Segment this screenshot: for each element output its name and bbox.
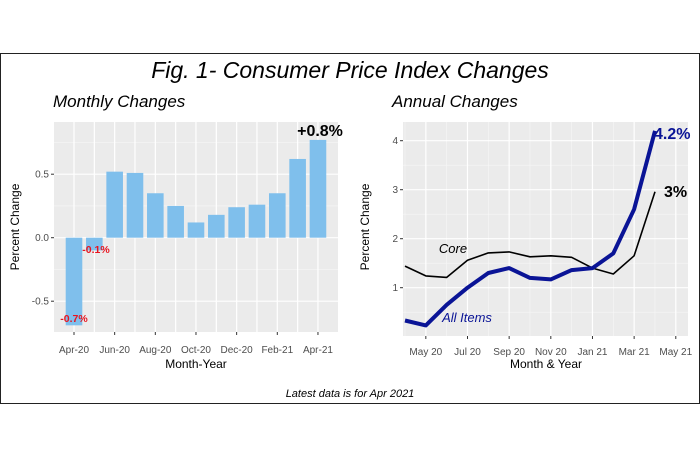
right-y-axis-title: Percent Change bbox=[358, 183, 372, 270]
left-x-tick-label: Oct-20 bbox=[181, 345, 211, 356]
left-x-tick-label: Feb-21 bbox=[261, 345, 293, 356]
right-x-tick-label: Jul 20 bbox=[454, 347, 481, 358]
data-label: -0.7% bbox=[60, 313, 88, 325]
footnote: Latest data is for Apr 2021 bbox=[286, 388, 415, 400]
bar-Mar-21 bbox=[289, 158, 306, 238]
data-label: -0.1% bbox=[82, 244, 110, 256]
series-label-all-items: All Items bbox=[441, 310, 492, 325]
data-label: +0.8% bbox=[297, 123, 343, 140]
right-x-tick-label: Jan 21 bbox=[577, 347, 607, 358]
bar-Feb-21 bbox=[269, 193, 286, 238]
bar-May-20 bbox=[86, 237, 103, 251]
bar-Jun-20 bbox=[106, 171, 123, 238]
series-label-core: Core bbox=[439, 241, 467, 256]
bar-Sep-20 bbox=[167, 205, 184, 238]
left-chart-title: Monthly Changes bbox=[53, 92, 186, 111]
right-x-tick-label: Sep 20 bbox=[493, 347, 525, 358]
bar-Jul-20 bbox=[126, 172, 144, 238]
end-label-core: 3% bbox=[664, 184, 687, 201]
right-y-tick-label: 3 bbox=[392, 185, 398, 196]
right-y-tick-label: 1 bbox=[392, 283, 398, 294]
series-line-all-items bbox=[404, 130, 657, 328]
left-y-tick-label: -0.5 bbox=[32, 297, 50, 308]
figure-title: Fig. 1- Consumer Price Index Changes bbox=[151, 57, 549, 83]
left-x-tick-label: Apr-21 bbox=[303, 345, 333, 356]
left-x-axis-title: Month-Year bbox=[165, 357, 227, 371]
series-line-core bbox=[404, 191, 656, 279]
right-x-tick-label: Mar 21 bbox=[619, 347, 651, 358]
bar-Oct-20 bbox=[187, 222, 205, 238]
left-x-tick-label: Jun-20 bbox=[99, 345, 130, 356]
bar-Jan-21 bbox=[248, 204, 266, 238]
right-chart-title: Annual Changes bbox=[391, 92, 518, 111]
right-x-tick-label: Nov 20 bbox=[535, 347, 567, 358]
end-label-all-items: 4.2% bbox=[654, 126, 690, 143]
left-y-tick-label: 0.0 bbox=[35, 233, 49, 244]
left-x-tick-label: Aug-20 bbox=[139, 345, 172, 356]
bar-Nov-20 bbox=[208, 214, 225, 238]
left-x-tick-label: Apr-20 bbox=[59, 345, 89, 356]
left-x-tick-label: Dec-20 bbox=[221, 345, 254, 356]
right-x-tick-label: May 20 bbox=[409, 347, 442, 358]
left-y-axis-title: Percent Change bbox=[8, 183, 22, 270]
bar-Apr-20 bbox=[65, 237, 83, 326]
right-y-tick-label: 4 bbox=[392, 136, 398, 147]
bar-Aug-20 bbox=[147, 193, 164, 238]
left-y-tick-label: 0.5 bbox=[35, 170, 49, 181]
right-y-tick-label: 2 bbox=[392, 234, 398, 245]
bar-Apr-21 bbox=[309, 139, 327, 238]
right-x-tick-label: May 21 bbox=[659, 347, 692, 358]
bar-Dec-20 bbox=[228, 207, 245, 238]
right-x-axis-title: Month & Year bbox=[510, 357, 582, 371]
